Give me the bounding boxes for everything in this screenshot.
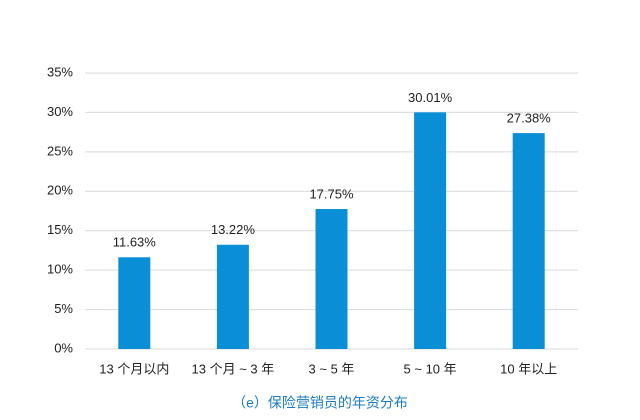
value-label: 11.63% <box>113 235 157 250</box>
bar <box>216 244 249 349</box>
y-tick-label: 0% <box>54 340 73 355</box>
value-label: 13.22% <box>211 222 256 237</box>
y-tick-label: 10% <box>47 262 73 277</box>
y-tick-label: 35% <box>47 64 73 79</box>
bar <box>315 209 348 349</box>
x-tick-label: 5 ~ 10 年 <box>404 361 457 376</box>
value-label: 27.38% <box>507 111 552 126</box>
bar <box>414 112 447 349</box>
y-tick-label: 20% <box>47 183 73 198</box>
x-tick-label: 3 ~ 5 年 <box>309 361 355 376</box>
x-tick-label: 13 个月以内 <box>99 361 169 376</box>
x-tick-label: 10 年以上 <box>500 361 557 376</box>
bar <box>512 133 545 349</box>
y-tick-label: 5% <box>54 301 73 316</box>
y-tick-label: 25% <box>47 143 73 158</box>
y-tick-label: 30% <box>47 104 73 119</box>
y-tick-label: 15% <box>47 222 73 237</box>
value-label: 17.75% <box>309 186 354 201</box>
chart-title: （e）保险营销员的年资分布 <box>232 395 408 411</box>
x-tick-label: 13 个月 ~ 3 年 <box>192 361 275 376</box>
value-label: 30.01% <box>408 90 453 105</box>
bar <box>118 257 151 349</box>
